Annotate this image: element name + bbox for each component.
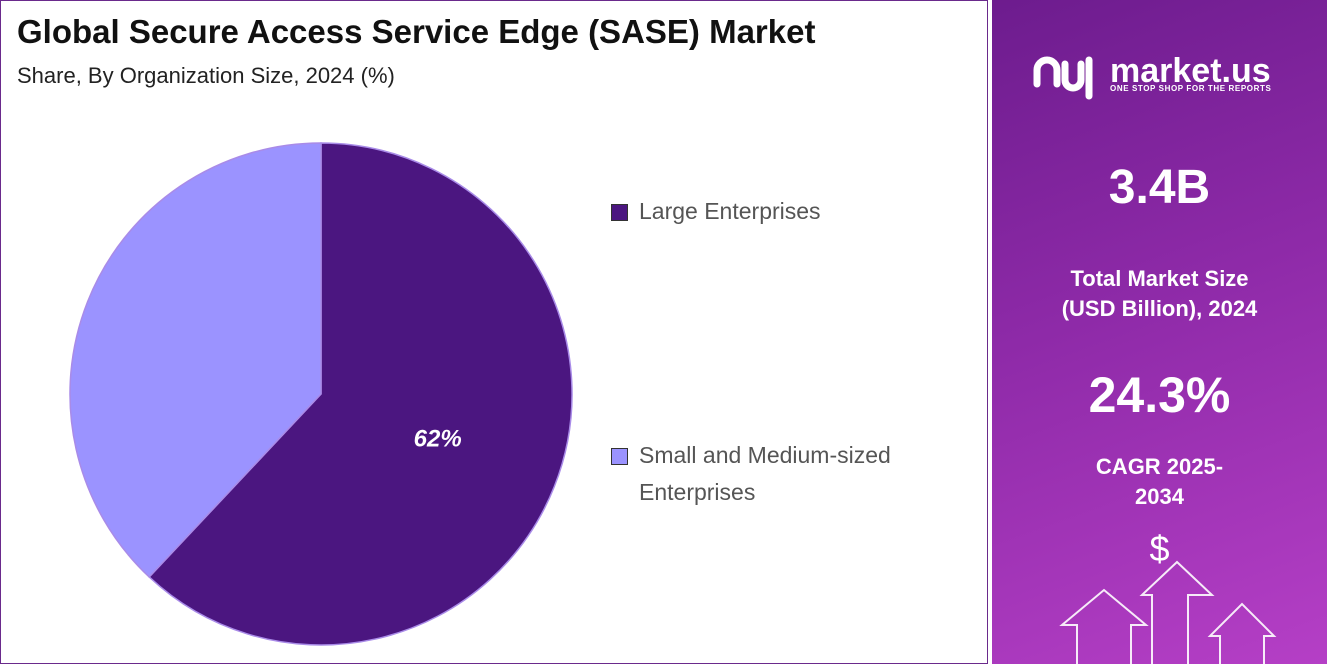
legend-swatch bbox=[611, 204, 628, 221]
chart-title: Global Secure Access Service Edge (SASE)… bbox=[17, 13, 816, 50]
legend-swatch bbox=[611, 448, 628, 465]
dollar-icon: $ bbox=[1149, 528, 1170, 569]
legend-entry: Large Enterprises bbox=[611, 193, 989, 230]
market-size: 3.4B bbox=[1108, 161, 1211, 214]
brand: market.us bbox=[1110, 52, 1271, 90]
legend-label: Large Enterprises bbox=[639, 198, 821, 224]
cagr-label: CAGR 2025-2034 bbox=[1095, 454, 1224, 509]
cagr: 24.3% bbox=[1088, 367, 1231, 423]
logo-icon bbox=[1033, 56, 1093, 100]
chart-area: Global Secure Access Service Edge (SASE)… bbox=[0, 0, 988, 664]
legend-label: Small and Medium-sized Enterprises bbox=[639, 442, 891, 505]
legend-entry: Small and Medium-sized Enterprises bbox=[611, 437, 989, 511]
market-size-label: Total Market Size (USD Billion), 2024 bbox=[1061, 266, 1258, 321]
chart-subtitle: Share, By Organization Size, 2024 (%) bbox=[17, 63, 395, 88]
panel-decor bbox=[1033, 56, 1277, 664]
pie-slice bbox=[69, 142, 322, 579]
data-label: 62% bbox=[414, 426, 462, 453]
pie-chart: 62% bbox=[69, 142, 573, 646]
arrows-icon bbox=[1059, 560, 1277, 664]
pie-slice bbox=[148, 142, 573, 646]
side-panel: market.us ONE STOP SHOP FOR THE REPORTS … bbox=[992, 0, 1327, 664]
tagline: ONE STOP SHOP FOR THE REPORTS bbox=[1110, 84, 1272, 93]
